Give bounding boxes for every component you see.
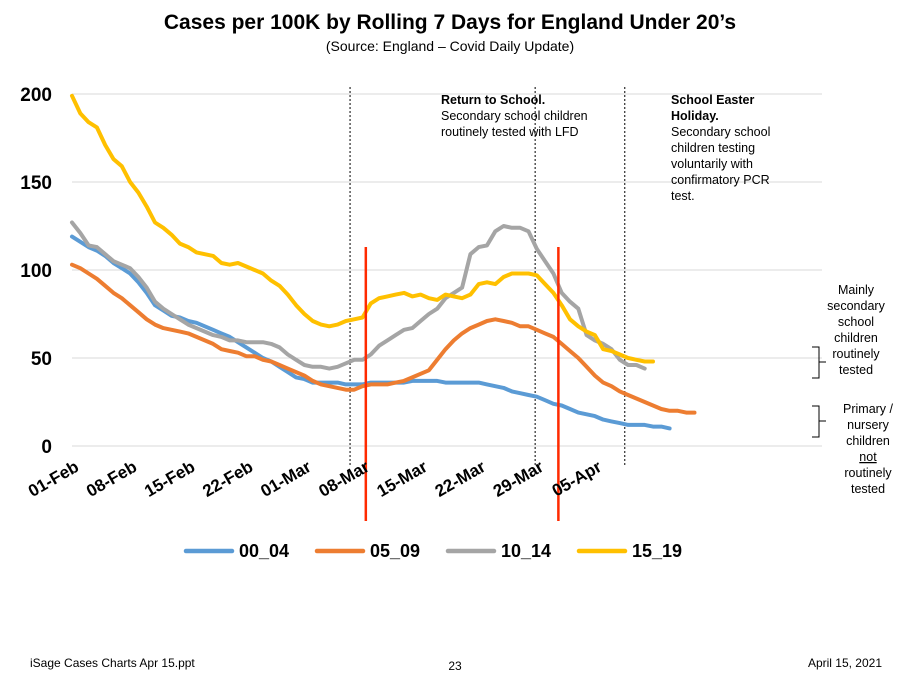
annotation-school-return: Return to School. Secondary school childr… [441, 93, 588, 139]
x-tick-label: 08-Feb [83, 457, 140, 501]
legend-label-05_09: 05_09 [370, 541, 420, 561]
note-primary-not-tested-line: children [846, 434, 890, 448]
series-line-10_14 [70, 220, 647, 371]
note-secondary-tested-line: school [838, 315, 874, 329]
note-primary-not-tested-line: not [859, 450, 877, 464]
chart-subtitle: (Source: England – Covid Daily Update) [325, 38, 575, 54]
x-tick-label: 29-Mar [490, 457, 547, 501]
series-line-15_19 [70, 93, 655, 364]
x-tick-label: 22-Mar [432, 457, 489, 501]
note-primary-not-tested-line: Primary / [843, 402, 894, 416]
page-number: 23 [448, 659, 462, 673]
chart-title: Cases per 100K by Rolling 7 Days for Eng… [163, 11, 737, 34]
note-secondary-tested-line: routinely [832, 347, 880, 361]
legend: 00_04 05_09 10_14 15_19 [183, 541, 682, 561]
annotation-easter-holiday-line: confirmatory PCR [671, 173, 770, 187]
y-axis-ticks: 0 50 100 150 200 [20, 85, 52, 458]
annotation-easter-holiday: School Easter Holiday. Secondary school chi… [671, 93, 770, 203]
bracket-secondary [812, 346, 826, 379]
note-primary-not-tested-line: nursery [847, 418, 889, 432]
legend-label-10_14: 10_14 [501, 541, 551, 561]
annotation-school-return-line: routinely tested with LFD [441, 125, 579, 139]
y-tick-label: 0 [41, 437, 52, 458]
legend-label-15_19: 15_19 [632, 541, 682, 561]
event-lines [364, 247, 560, 521]
y-tick-label: 200 [20, 85, 52, 106]
footer-left: iSage Cases Charts Apr 15.ppt [30, 656, 195, 670]
annotations: Return to School. Secondary school childr… [441, 93, 894, 496]
annotation-easter-holiday-line: voluntarily with [671, 157, 753, 171]
x-tick-label: 22-Feb [199, 457, 256, 501]
note-primary-not-tested-line: routinely [844, 466, 892, 480]
y-tick-label: 100 [20, 261, 52, 282]
y-tick-label: 150 [20, 173, 52, 194]
annotation-easter-holiday-line: test. [671, 189, 695, 203]
x-tick-label: 08-Mar [316, 457, 373, 501]
legend-label-00_04: 00_04 [239, 541, 289, 561]
annotation-easter-holiday-line: children testing [671, 141, 755, 155]
note-secondary-tested: Mainly secondary school children routinely te… [827, 283, 885, 377]
annotation-school-return-line: Secondary school children [441, 109, 588, 123]
note-secondary-tested-line: Mainly [838, 283, 875, 297]
x-tick-label: 15-Feb [141, 457, 198, 501]
annotation-school-return-line: Return to School. [441, 93, 545, 107]
x-tick-label: 01-Feb [25, 457, 82, 501]
note-secondary-tested-line: tested [839, 363, 873, 377]
y-tick-label: 50 [31, 349, 52, 370]
note-secondary-tested-line: children [834, 331, 878, 345]
series-line-00_04 [70, 234, 672, 431]
gridlines [72, 93, 822, 447]
footer-right: April 15, 2021 [807, 656, 882, 670]
note-primary-not-tested: Primary / nursery children not routinely test… [843, 402, 894, 496]
note-primary-not-tested-line: tested [851, 482, 885, 496]
note-secondary-tested-line: secondary [827, 299, 885, 313]
series-line-05_09 [70, 262, 697, 415]
annotation-easter-holiday-line: Holiday. [671, 109, 719, 123]
x-tick-label: 01-Mar [257, 457, 314, 501]
annotation-easter-holiday-line: Secondary school [671, 125, 770, 139]
annotation-easter-holiday-line: School Easter [671, 93, 754, 107]
period-markers [349, 87, 626, 465]
series-lines [70, 93, 697, 431]
bracket-primary [812, 405, 826, 438]
x-axis-ticks: 01-Feb 08-Feb 15-Feb 22-Feb 01-Mar 08-Mar 15-M… [25, 457, 605, 501]
x-tick-label: 15-Mar [374, 457, 431, 501]
